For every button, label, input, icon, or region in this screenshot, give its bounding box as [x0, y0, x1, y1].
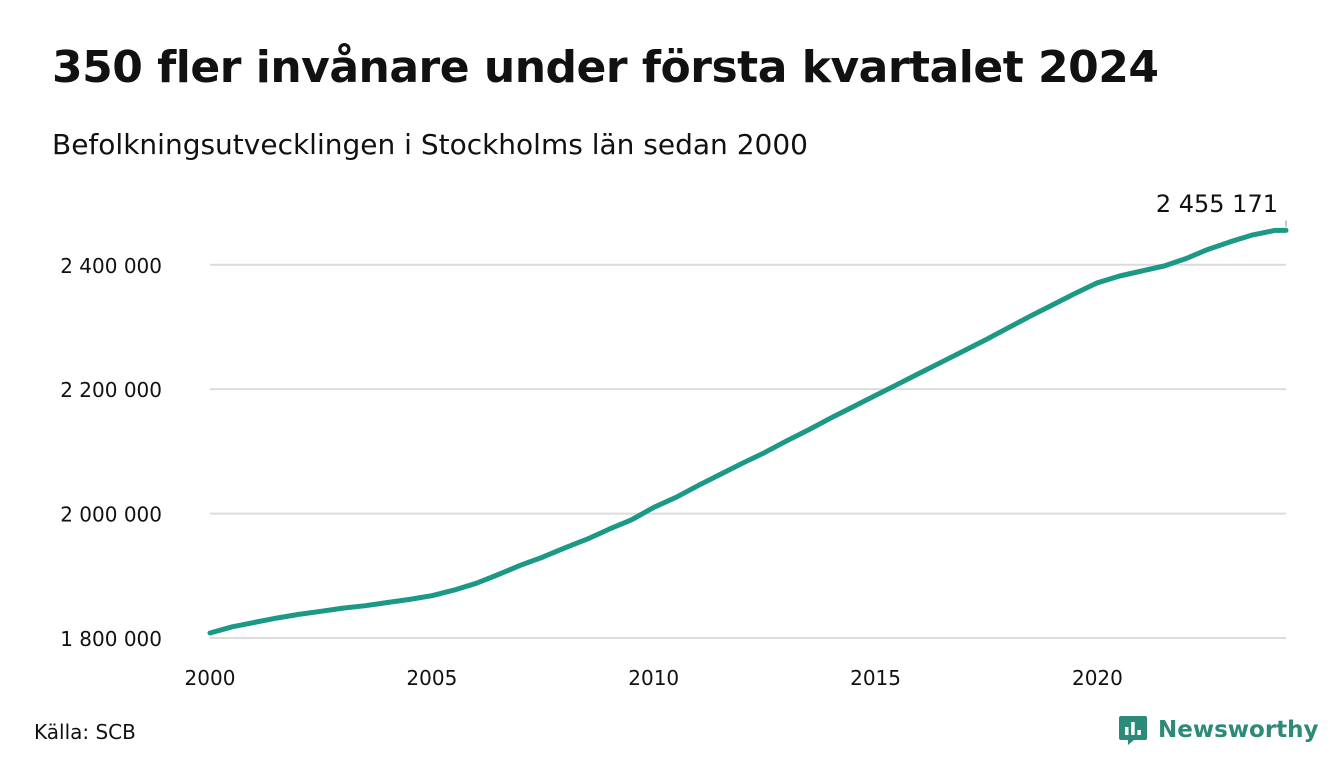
y-tick-label: 2 000 000	[60, 503, 162, 527]
y-axis-tick-labels: 1 800 000 2 000 000 2 200 000 2 400 000	[60, 254, 162, 651]
y-tick-label: 1 800 000	[60, 627, 162, 651]
end-value-label: 2 455 171	[1156, 190, 1278, 218]
source-note: Källa: SCB	[34, 720, 136, 744]
series-layer	[207, 227, 1289, 636]
brand-name: Newsworthy	[1158, 717, 1319, 743]
x-tick-label: 2005	[406, 666, 457, 690]
chart-title: 350 fler invånare under första kvartalet…	[52, 42, 1159, 93]
chart-subtitle: Befolkningsutvecklingen i Stockholms län…	[52, 128, 808, 161]
newsworthy-logo-icon	[1119, 716, 1147, 745]
annotations-layer: 2 455 171	[1156, 190, 1287, 227]
y-tick-label: 2 200 000	[60, 378, 162, 402]
gridlines	[210, 263, 1286, 639]
x-tick-label: 2020	[1072, 666, 1123, 690]
x-tick-label: 2015	[850, 666, 901, 690]
x-tick-label: 2000	[185, 666, 236, 690]
line-chart: 1 800 000 2 000 000 2 200 000 2 400 000 200…	[60, 190, 1289, 690]
y-tick-label: 2 400 000	[60, 254, 162, 278]
brand-logo: Newsworthy	[1118, 714, 1319, 746]
x-axis-tick-labels: 2000 2005 2010 2015 2020	[185, 666, 1123, 690]
x-tick-label: 2010	[628, 666, 679, 690]
series-line	[207, 227, 1289, 636]
